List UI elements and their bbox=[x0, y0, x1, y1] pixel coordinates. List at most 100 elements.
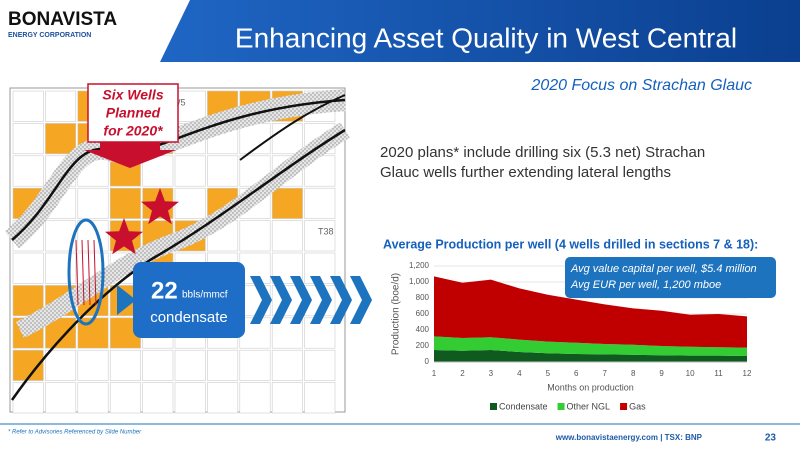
condensate-unit: bbls/mmcf bbox=[182, 290, 228, 301]
callout-box bbox=[87, 83, 179, 143]
y-tick-label: 400 bbox=[416, 325, 430, 334]
well-highlight bbox=[67, 218, 105, 326]
condensate-number: 22 bbox=[151, 277, 178, 304]
logo-name: BONAVISTA bbox=[8, 9, 117, 30]
map-cell bbox=[45, 90, 77, 122]
map-cell bbox=[45, 252, 77, 284]
body-line: Glauc wells further extending lateral le… bbox=[380, 164, 671, 181]
map-cell bbox=[45, 382, 77, 414]
logo-tagline: ENERGY CORPORATION bbox=[8, 32, 91, 39]
callout-line: Planned bbox=[106, 105, 161, 121]
map-cell bbox=[109, 187, 141, 219]
map-cell bbox=[77, 349, 109, 381]
callout-line: for 2020* bbox=[103, 123, 163, 139]
well-path bbox=[87, 239, 91, 306]
x-tick-label: 6 bbox=[574, 369, 579, 378]
map-hatch bbox=[15, 122, 350, 339]
map-cell bbox=[207, 349, 239, 381]
map-cell bbox=[109, 349, 141, 381]
x-tick-label: 12 bbox=[743, 369, 752, 378]
map-cell bbox=[77, 382, 109, 414]
map-cell bbox=[142, 349, 174, 381]
subtitle: 2020 Focus on Strachan Glauc bbox=[530, 77, 752, 94]
page-number: 23 bbox=[765, 433, 777, 444]
annotation: Avg EUR per well, 1,200 mboe bbox=[570, 279, 721, 291]
x-tick-label: 1 bbox=[432, 369, 437, 378]
callout-arrow bbox=[84, 140, 176, 168]
map-road bbox=[10, 128, 346, 401]
x-tick-label: 3 bbox=[489, 369, 494, 378]
map-cell bbox=[239, 349, 271, 381]
legend-label: Gas bbox=[629, 401, 646, 411]
map-cell bbox=[239, 382, 271, 414]
x-tick-label: 7 bbox=[603, 369, 608, 378]
map-cell bbox=[174, 382, 206, 414]
y-tick-label: 0 bbox=[425, 357, 430, 366]
map-road bbox=[239, 94, 346, 161]
map-cell bbox=[12, 155, 44, 187]
x-axis-label: Months on production bbox=[547, 382, 634, 392]
area bbox=[434, 336, 747, 356]
footer-note: * Refer to Advisories Referenced by Slid… bbox=[8, 430, 142, 436]
page-title: Enhancing Asset Quality in West Central bbox=[235, 22, 737, 53]
y-tick-label: 1,000 bbox=[409, 277, 430, 286]
map-cell bbox=[304, 220, 336, 252]
map-cell bbox=[304, 349, 336, 381]
map-cell bbox=[271, 187, 303, 219]
chevron bbox=[310, 276, 332, 324]
map-cell bbox=[207, 382, 239, 414]
header-band bbox=[160, 0, 800, 62]
arrow-head bbox=[117, 285, 136, 315]
chevron bbox=[350, 276, 372, 324]
map-cell bbox=[174, 155, 206, 187]
well-path bbox=[75, 239, 79, 306]
map-label: T38 bbox=[318, 226, 334, 236]
chevron bbox=[330, 276, 352, 324]
map-cell bbox=[109, 382, 141, 414]
y-tick-label: 1,200 bbox=[409, 261, 430, 270]
map-cell bbox=[207, 155, 239, 187]
y-tick-label: 200 bbox=[416, 341, 430, 350]
map-cell bbox=[271, 220, 303, 252]
x-tick-label: 2 bbox=[460, 369, 465, 378]
map-cell bbox=[271, 382, 303, 414]
x-tick-label: 5 bbox=[546, 369, 551, 378]
annotation-box bbox=[565, 257, 776, 298]
well-star bbox=[141, 188, 179, 225]
area bbox=[434, 350, 747, 362]
map-cell bbox=[12, 382, 44, 414]
annotation: Avg value capital per well, $5.4 million bbox=[570, 263, 757, 275]
legend-label: Condensate bbox=[499, 401, 548, 411]
map-cell bbox=[304, 382, 336, 414]
legend-swatch bbox=[620, 403, 628, 410]
well-path bbox=[93, 239, 97, 306]
map-cell bbox=[239, 220, 271, 252]
chevron bbox=[290, 276, 312, 324]
x-tick-label: 9 bbox=[659, 369, 664, 378]
y-axis-label: Production (boe/d) bbox=[391, 273, 402, 355]
x-tick-label: 10 bbox=[686, 369, 695, 378]
legend-swatch bbox=[557, 403, 565, 410]
chevron bbox=[250, 276, 272, 324]
chart-title: Average Production per well (4 wells dri… bbox=[383, 237, 758, 251]
legend-label: Other NGL bbox=[567, 401, 611, 411]
x-tick-label: 11 bbox=[714, 369, 723, 378]
condensate-label: condensate bbox=[150, 309, 228, 326]
well-path bbox=[81, 239, 85, 306]
map-cell bbox=[304, 187, 336, 219]
callout-line: Six Wells bbox=[102, 87, 163, 103]
map-cell bbox=[45, 123, 77, 155]
chevron bbox=[270, 276, 292, 324]
map-cell bbox=[12, 123, 44, 155]
body-line: 2020 plans* include drilling six (5.3 ne… bbox=[380, 144, 705, 161]
area bbox=[434, 276, 747, 348]
well-star bbox=[105, 218, 143, 255]
legend-swatch bbox=[490, 403, 497, 410]
map-cell bbox=[77, 187, 109, 219]
map-cell bbox=[271, 349, 303, 381]
y-tick-label: 800 bbox=[416, 293, 430, 302]
map-cell bbox=[174, 90, 206, 122]
